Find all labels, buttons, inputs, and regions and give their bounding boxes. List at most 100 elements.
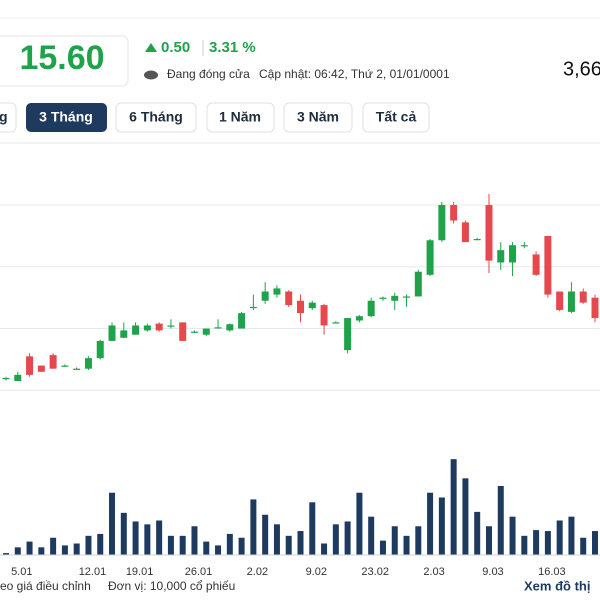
volume-bar bbox=[14, 547, 21, 555]
x-tick-label: 26.01 bbox=[185, 566, 213, 578]
updated: Cập nhật: 06:42, Thứ 2, 01/01/0001 bbox=[259, 67, 450, 81]
tab-label[interactable]: 3 Tháng bbox=[39, 109, 93, 125]
tab-active[interactable] bbox=[26, 103, 107, 132]
candle-body bbox=[14, 374, 22, 382]
volume-bar bbox=[485, 526, 492, 555]
tab-label[interactable]: Tất cả bbox=[376, 109, 417, 125]
volume-bar bbox=[273, 524, 280, 555]
volume-bar bbox=[544, 531, 551, 555]
candle-body bbox=[108, 325, 116, 341]
volume-bar bbox=[568, 516, 575, 555]
footer-note: eo giá điều chỉnh bbox=[0, 579, 91, 593]
candle-body bbox=[214, 327, 222, 329]
volume-bar bbox=[403, 535, 410, 555]
status-icon bbox=[144, 70, 158, 80]
tab[interactable] bbox=[283, 102, 353, 133]
volume-bar bbox=[97, 533, 104, 555]
candle-body bbox=[567, 291, 575, 312]
candle-body bbox=[450, 205, 458, 221]
volume-bar bbox=[73, 543, 80, 555]
volume-bar bbox=[179, 535, 186, 555]
status: Đang đóng cửa bbox=[167, 67, 250, 81]
candle-body bbox=[249, 306, 257, 309]
tab[interactable] bbox=[115, 102, 197, 133]
candle-body bbox=[473, 239, 481, 241]
candle-body bbox=[579, 291, 587, 303]
volume-total: 3,66 bbox=[563, 58, 600, 80]
volume-bar bbox=[415, 526, 422, 555]
candle-body bbox=[238, 313, 246, 329]
tab-label[interactable]: 6 Tháng bbox=[129, 109, 183, 125]
volume-bar bbox=[556, 520, 563, 555]
candle-body bbox=[544, 235, 552, 295]
tab-label[interactable]: g bbox=[0, 109, 8, 125]
volume-bar bbox=[438, 497, 445, 555]
candle-body bbox=[61, 365, 69, 367]
candle-body bbox=[438, 205, 446, 241]
volume-bar bbox=[462, 478, 469, 555]
volume-bar bbox=[533, 530, 540, 555]
volume-bar bbox=[3, 553, 9, 555]
volume-bar bbox=[50, 537, 57, 555]
price-box bbox=[0, 35, 129, 87]
x-tick-label: 2.02 bbox=[247, 566, 268, 578]
tab[interactable] bbox=[0, 102, 17, 133]
x-tick-label: 12.01 bbox=[79, 566, 107, 578]
candle-body bbox=[509, 245, 517, 263]
view-large-link[interactable]: Xem đồ thị bbox=[524, 578, 590, 593]
volume-bar bbox=[521, 535, 528, 555]
candle-body bbox=[37, 365, 45, 372]
volume-bar bbox=[26, 541, 33, 555]
tab[interactable] bbox=[362, 102, 430, 133]
candle-body bbox=[308, 302, 316, 309]
candle-body bbox=[461, 222, 469, 243]
candle-body bbox=[84, 358, 92, 369]
candle-body bbox=[520, 245, 528, 247]
volume-bar bbox=[285, 535, 292, 555]
volume-bar bbox=[238, 537, 245, 555]
candle-body bbox=[391, 295, 399, 301]
volume-bar bbox=[226, 533, 233, 555]
candle-body bbox=[297, 300, 304, 314]
volume-bar bbox=[191, 526, 198, 555]
up-arrow bbox=[145, 43, 157, 52]
tab-label[interactable]: 1 Năm bbox=[219, 109, 261, 125]
x-tick-label: 23.02 bbox=[361, 566, 389, 578]
volume-bar bbox=[132, 521, 139, 555]
tab[interactable] bbox=[206, 102, 275, 133]
volume-bar bbox=[344, 521, 351, 555]
volume-bar bbox=[38, 547, 45, 555]
volume-bar bbox=[215, 545, 222, 555]
change-percent: 3.31 % bbox=[209, 39, 256, 56]
candle-body bbox=[591, 297, 599, 319]
volume-bar bbox=[509, 516, 516, 555]
volume-bar bbox=[580, 537, 587, 555]
change: 0.50 bbox=[161, 39, 190, 56]
volume-bar bbox=[309, 502, 316, 555]
candle-body bbox=[202, 328, 210, 335]
candle-body bbox=[143, 325, 151, 331]
volume-bar bbox=[427, 492, 434, 555]
candle-body bbox=[96, 340, 104, 359]
candle-body bbox=[26, 356, 34, 375]
candle-body bbox=[190, 331, 198, 333]
candle-body bbox=[556, 291, 564, 311]
volume-bar bbox=[156, 520, 163, 555]
candle-body bbox=[49, 355, 57, 369]
candle-body bbox=[379, 297, 387, 299]
candle-body bbox=[155, 323, 163, 331]
volume-bar bbox=[321, 543, 328, 555]
volume-bar bbox=[497, 486, 504, 555]
volume-bar bbox=[85, 535, 92, 555]
candle-body bbox=[179, 322, 187, 341]
candle-body bbox=[367, 300, 375, 317]
tab-label[interactable]: 3 Năm bbox=[297, 109, 339, 125]
volume-bar bbox=[450, 459, 457, 555]
volume-bar bbox=[250, 499, 257, 555]
candle-body bbox=[167, 325, 175, 327]
x-tick-label: 5.01 bbox=[11, 566, 32, 578]
volume-bar bbox=[356, 492, 363, 555]
candle-body bbox=[532, 254, 540, 275]
